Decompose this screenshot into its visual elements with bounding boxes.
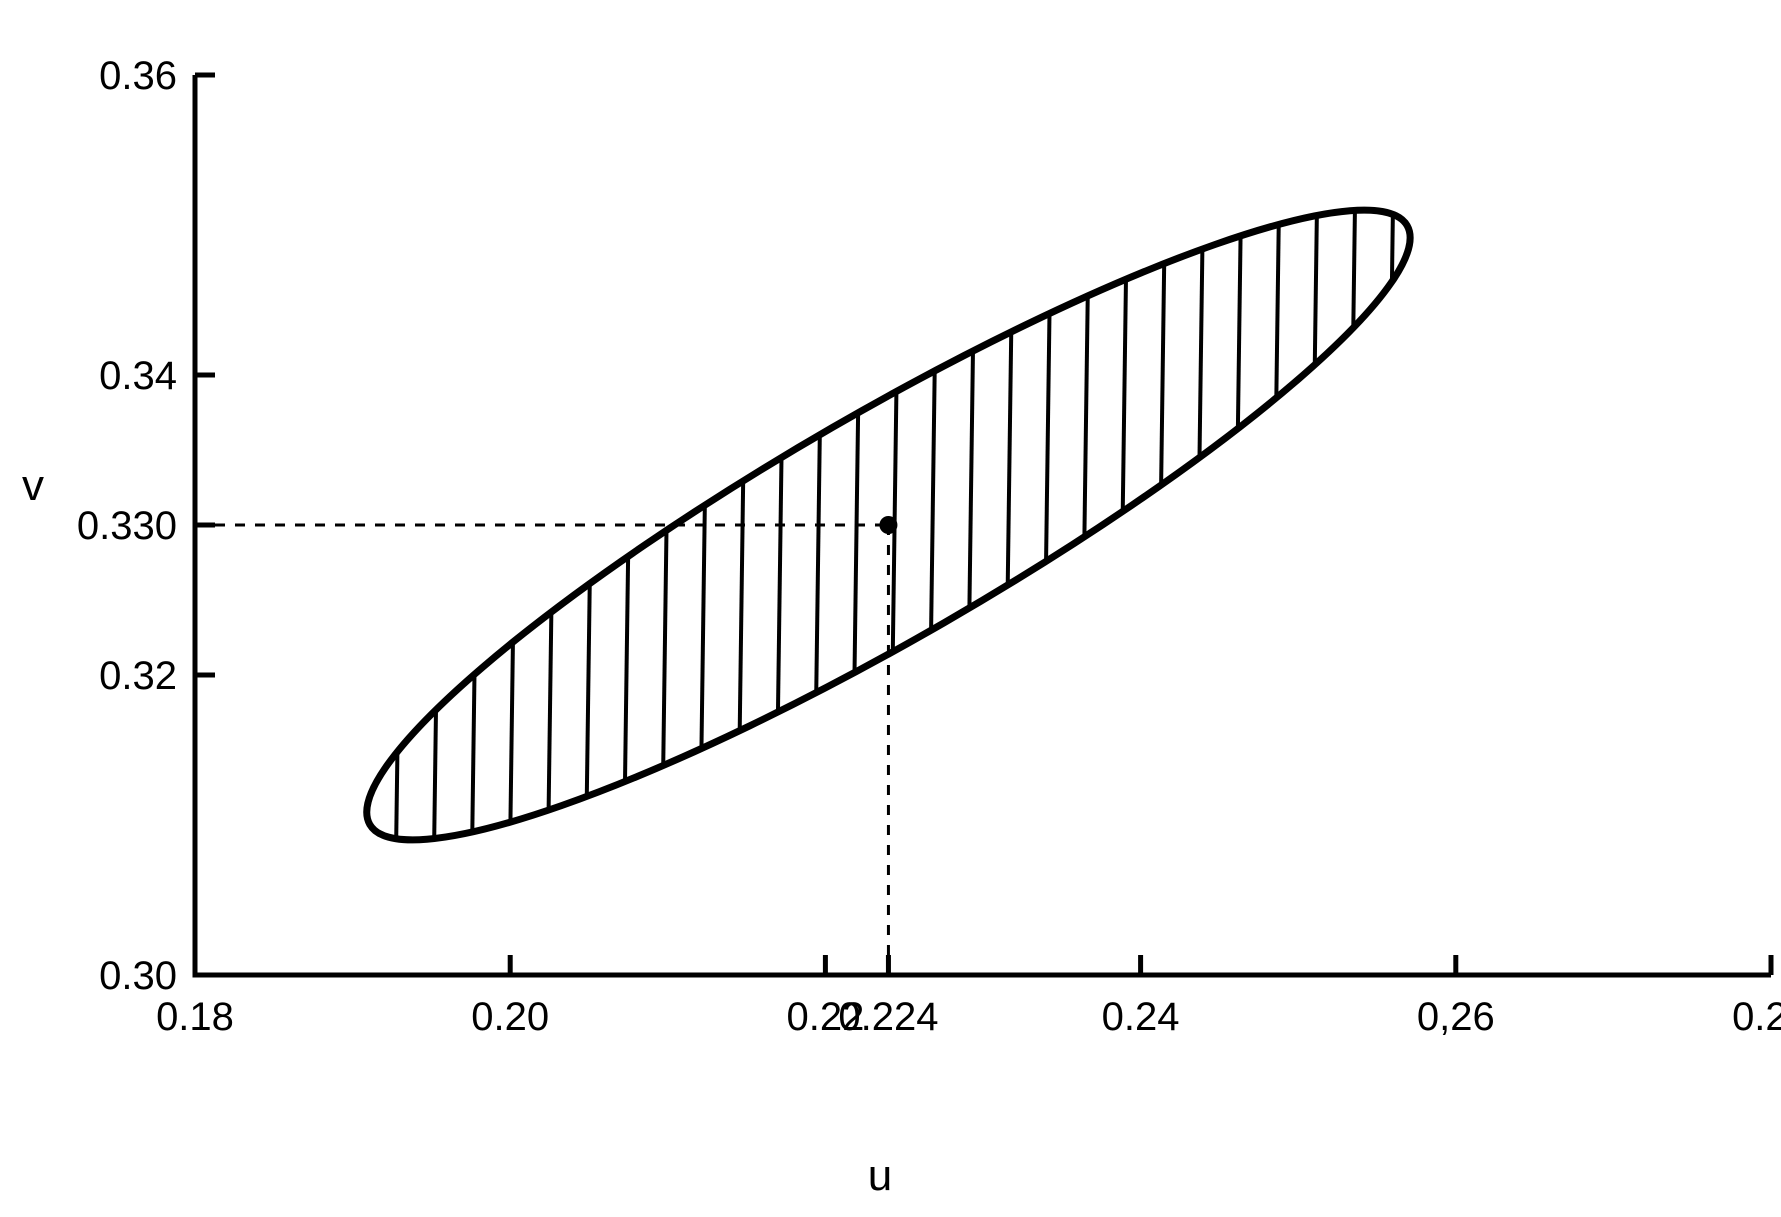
y-tick-label: 0.32 — [99, 654, 177, 698]
x-tick-label: 0.24 — [1102, 995, 1180, 1039]
y-tick-label: 0.330 — [77, 504, 177, 548]
y-tick-label: 0.30 — [99, 954, 177, 998]
y-tick-label: 0.34 — [99, 354, 177, 398]
chart-svg: 0.180.200.220.2240.240,260.280.300.320.3… — [0, 0, 1781, 1217]
y-axis-label: v — [22, 461, 44, 510]
chart-container: 0.180.200.220.2240.240,260.280.300.320.3… — [0, 0, 1781, 1217]
x-tick-label: 0.20 — [471, 995, 549, 1039]
y-tick-label: 0.36 — [99, 54, 177, 98]
x-tick-label: 0.18 — [156, 995, 234, 1039]
x-axis-label: u — [868, 1151, 892, 1200]
x-tick-label: 0,26 — [1417, 995, 1495, 1039]
x-tick-label: 0.224 — [838, 995, 938, 1039]
x-tick-label: 0.28 — [1732, 995, 1781, 1039]
center-point-marker — [879, 516, 897, 534]
